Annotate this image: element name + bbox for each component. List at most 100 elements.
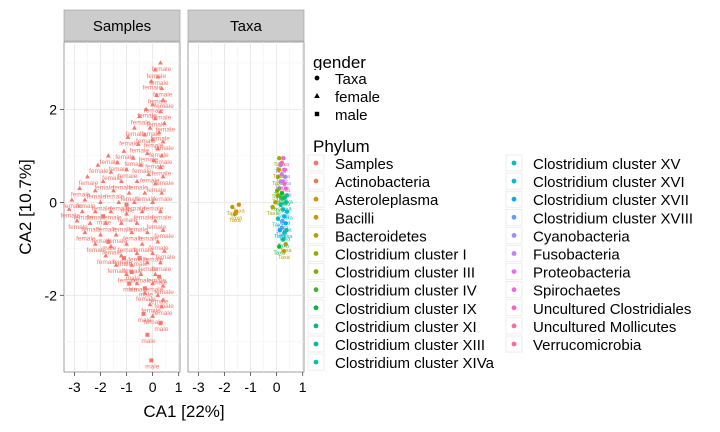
point-label: female xyxy=(128,226,148,233)
point-label: female xyxy=(152,170,172,177)
data-point xyxy=(92,241,98,246)
point-label: female xyxy=(63,203,83,210)
point-label: female xyxy=(120,196,140,203)
facet-strip xyxy=(63,9,181,42)
data-point xyxy=(125,134,131,139)
data-point xyxy=(280,207,286,212)
point-label: female xyxy=(126,205,146,212)
color-legend-label: Clostridium cluster I xyxy=(335,247,467,264)
data-point xyxy=(155,239,161,244)
point-label: female xyxy=(141,308,161,315)
x-tick-label: 1 xyxy=(299,379,307,395)
data-point xyxy=(69,197,75,202)
data-point xyxy=(232,211,238,217)
data-point xyxy=(79,209,85,214)
data-point xyxy=(137,256,142,261)
legend-color-key xyxy=(313,341,319,347)
point-label: female xyxy=(102,250,122,257)
data-point xyxy=(160,139,166,144)
data-point xyxy=(108,209,114,214)
data-point xyxy=(74,218,80,223)
point-label: female xyxy=(154,303,174,310)
data-point xyxy=(118,220,124,225)
data-point xyxy=(135,141,141,146)
legend-color-key xyxy=(313,359,319,365)
point-label: female xyxy=(149,245,169,252)
data-point xyxy=(124,202,129,207)
point-label: female xyxy=(115,154,135,161)
color-legend-label: Clostridium cluster XIII xyxy=(335,337,485,354)
point-label: female xyxy=(152,266,172,273)
data-point xyxy=(131,125,137,130)
data-point xyxy=(282,214,287,219)
legend-color-key xyxy=(511,178,517,184)
legend-color-key xyxy=(511,214,517,220)
data-point xyxy=(158,321,163,326)
data-point xyxy=(280,237,286,242)
legend-color-key xyxy=(313,233,319,238)
data-point xyxy=(105,153,111,158)
data-point xyxy=(277,244,282,249)
data-point xyxy=(152,181,158,186)
point-label: Taxa xyxy=(273,174,286,180)
data-point xyxy=(277,155,282,161)
point-label: female xyxy=(137,112,157,119)
point-label: female xyxy=(92,205,112,212)
data-point xyxy=(115,160,120,165)
data-point xyxy=(142,290,148,295)
data-point xyxy=(145,260,150,265)
data-point xyxy=(92,209,98,214)
point-label: female xyxy=(132,168,152,175)
color-legend-label: Clostridium cluster III xyxy=(335,265,475,282)
point-label: female xyxy=(102,175,122,182)
data-point xyxy=(148,78,154,84)
point-label: female xyxy=(154,180,174,187)
legend-color-key xyxy=(313,269,319,274)
data-point xyxy=(116,199,122,204)
x-tick-label: -2 xyxy=(94,379,107,395)
data-point xyxy=(143,106,149,111)
data-point xyxy=(159,304,165,309)
color-legend-label: Clostridium cluster XVIII xyxy=(533,210,693,227)
x-tick-label: 0 xyxy=(273,379,281,395)
panel-background xyxy=(187,41,305,373)
point-label: Taxa xyxy=(271,195,284,201)
data-point xyxy=(278,179,283,184)
legend-color-key xyxy=(313,287,319,293)
point-label: Taxa xyxy=(272,181,285,187)
point-label: male xyxy=(102,245,116,252)
point-label: Taxa xyxy=(281,216,294,222)
point-label: female xyxy=(143,85,163,92)
point-label: female xyxy=(118,247,138,254)
color-legend-label: Cyanobacteria xyxy=(533,228,630,245)
data-point xyxy=(147,302,153,307)
data-point xyxy=(279,172,285,177)
data-point xyxy=(160,227,166,232)
color-legend-label: Fusobacteria xyxy=(533,247,620,264)
point-label: female xyxy=(105,194,125,201)
data-point xyxy=(150,250,156,256)
data-point xyxy=(108,243,114,249)
data-point xyxy=(145,150,150,156)
point-label: female xyxy=(150,136,170,143)
point-label: Taxa xyxy=(277,225,290,231)
point-label: female xyxy=(144,287,164,294)
point-label: Taxa xyxy=(273,192,286,198)
legend-color-key xyxy=(313,178,319,184)
points-layer: femalefemalefemalefemalefemalefemalefema… xyxy=(60,60,175,370)
color-legend-label: Asteroleplasma xyxy=(335,192,439,209)
color-legend-label: Clostridium cluster XVII xyxy=(533,192,689,209)
point-label: female xyxy=(110,205,130,212)
color-legend-label: Actinobacteria xyxy=(335,174,431,191)
point-label: Taxa xyxy=(279,202,292,208)
point-label: female xyxy=(154,289,174,296)
point-label: male xyxy=(97,219,111,226)
legend-color-key xyxy=(313,160,319,166)
point-label: female xyxy=(156,254,176,261)
data-point xyxy=(283,174,288,179)
data-point xyxy=(283,200,288,205)
point-label: Taxa xyxy=(272,223,285,229)
data-point xyxy=(100,178,106,184)
point-label: female xyxy=(133,215,153,222)
point-label: female xyxy=(139,236,159,243)
